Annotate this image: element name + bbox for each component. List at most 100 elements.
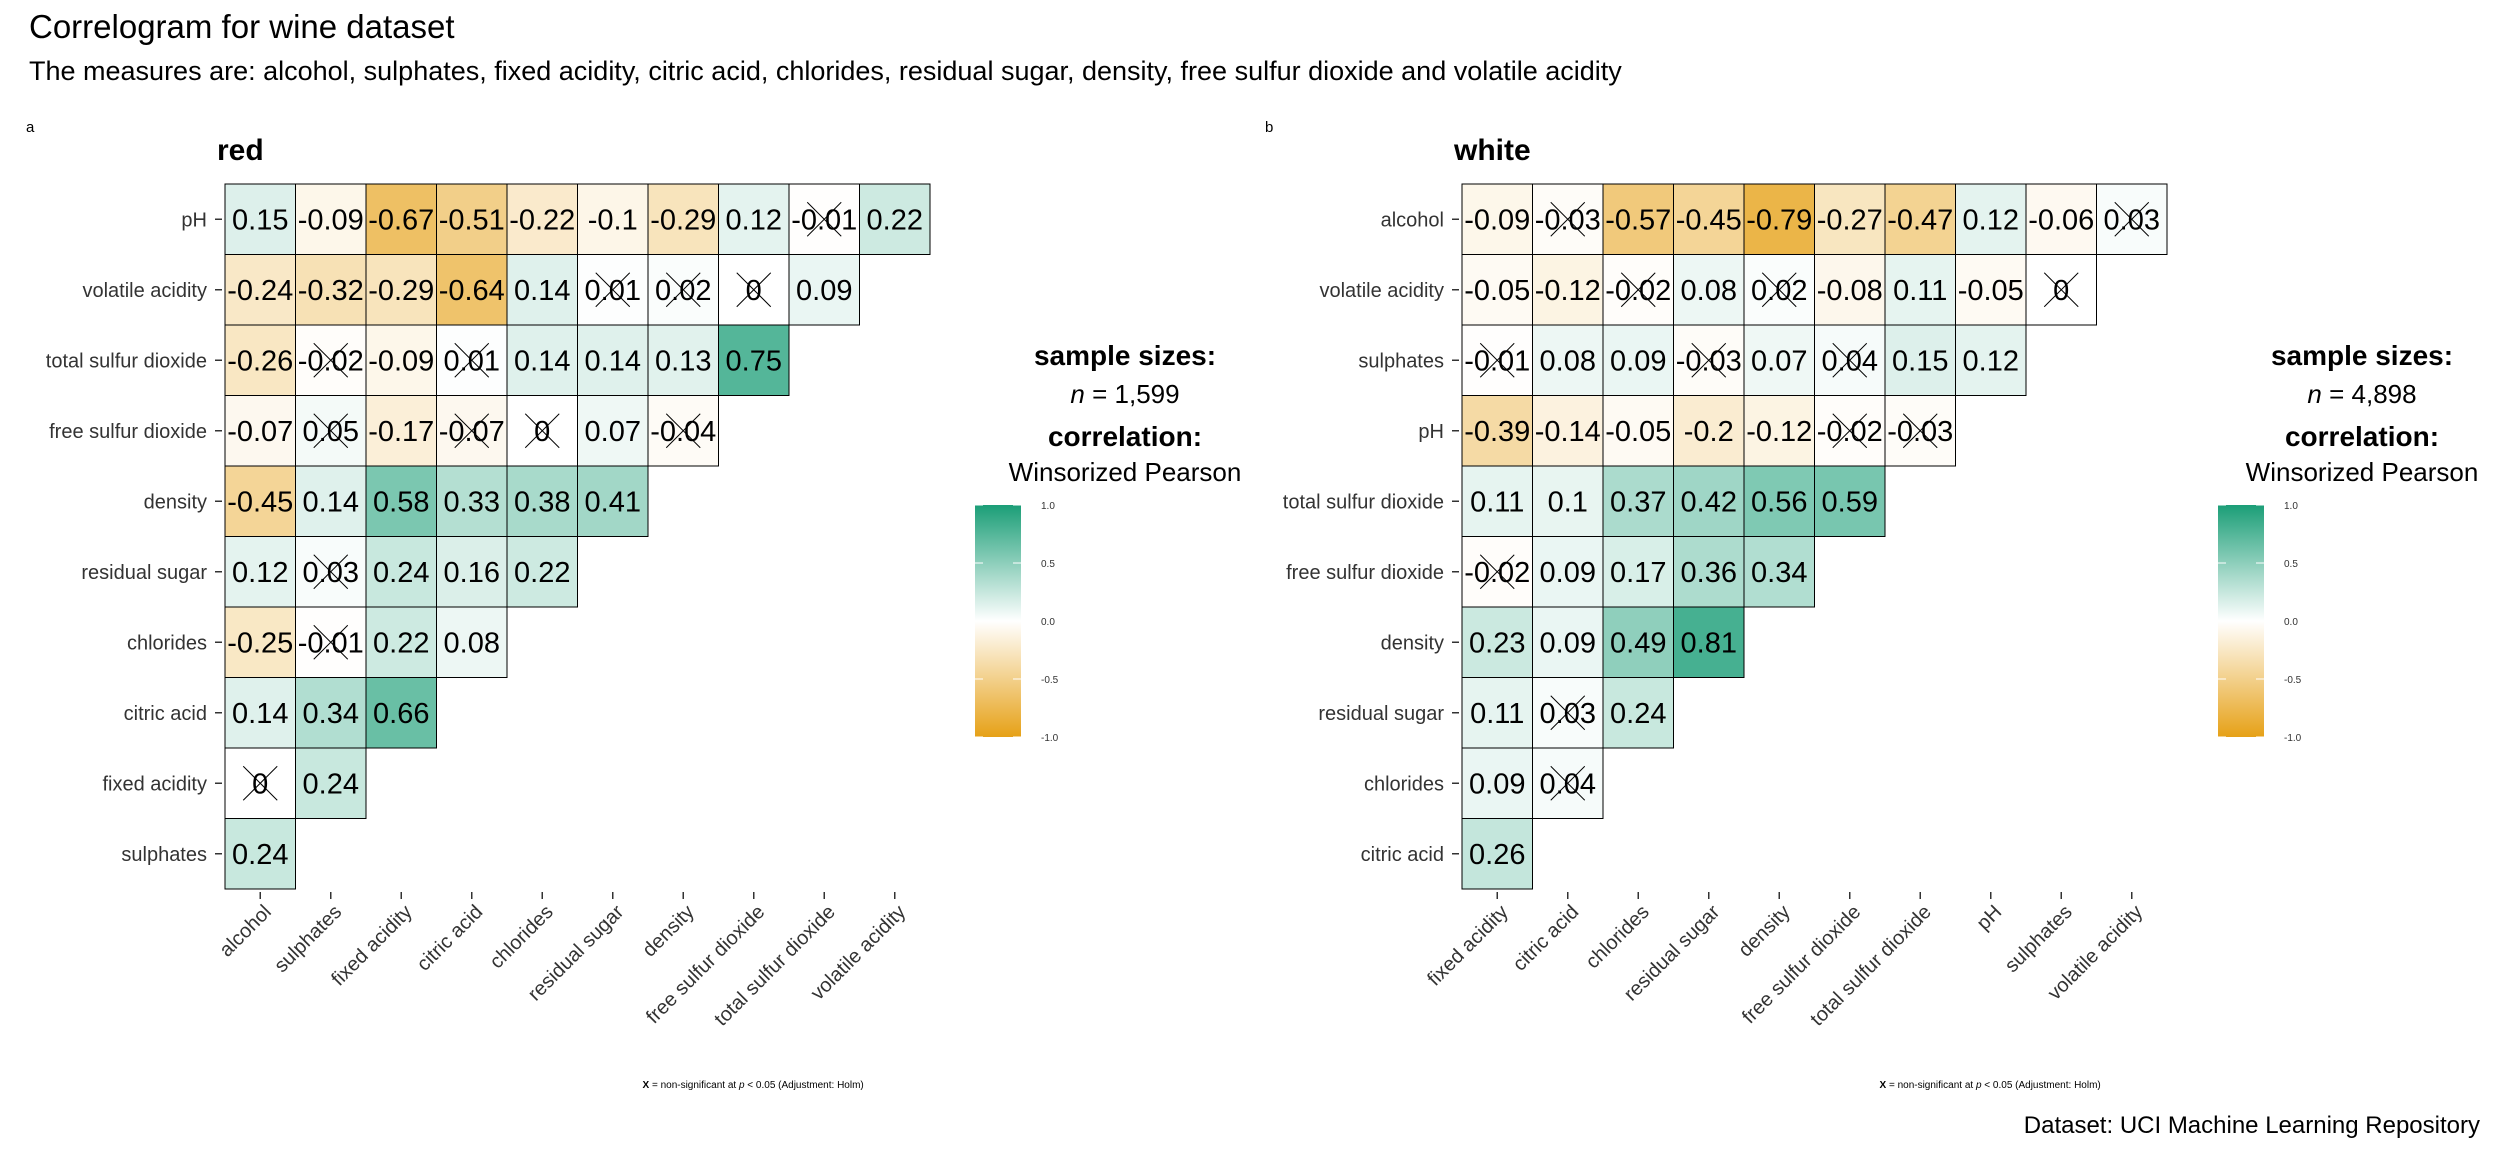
panel-b-cell [1602,606,1674,678]
panel-b-cell-value: 0.11 [1893,275,1947,307]
panel-b-cell-value: 0.03 [1540,698,1596,730]
panel-a-cell [365,536,437,608]
panel-a-cell-value: -0.07 [227,416,293,448]
panel-b-cell [1602,395,1674,467]
panel-b-cell-value: -0.57 [1605,204,1671,236]
panel-b-cell [1532,254,1604,326]
panel-a-cell [224,324,296,396]
panel-b-cell-value: -0.03 [1887,416,1953,448]
panel-a-cell-value: -0.26 [227,345,293,377]
panel-a-nonsig-cross [736,272,772,308]
panel-b-y-tick-label: sulphates [1358,350,1444,372]
panel-b-cell-value: 0.34 [1751,557,1807,589]
panel-b-cell-value: 0.49 [1610,627,1666,659]
panel-b-cell [1814,254,1886,326]
panel-b-cell [1955,183,2027,255]
panel-b-cell-value: 0.42 [1681,486,1737,518]
panel-a-cell [577,324,649,396]
panel-a-cell-value: 0.38 [514,486,570,518]
panel-b-cell-value: 0 [2053,275,2069,307]
panel-b-y-tick-label: residual sugar [1318,703,1444,725]
panel-a-y-tick-label: sulphates [121,844,207,866]
panel-b-cell [1461,818,1533,890]
panel-a-cell [436,465,508,537]
panel-a-footnote: X = non-significant at p < 0.05 (Adjustm… [643,1080,864,1091]
panel-a-cell [224,818,296,890]
panel-b-colorbar-tick-label: 0.0 [2284,617,2298,628]
panel-a-cell [295,254,367,326]
panel-a-cell [506,183,578,255]
panel-b-cell-value: 0.23 [1469,627,1525,659]
panel-b-cell-value: 0.11 [1470,486,1524,518]
panel-a-cell-value: -0.17 [368,416,434,448]
panel-b-x-tick-label: density [1734,901,1794,961]
figure-title: Correlogram for wine dataset [29,8,455,45]
panel-b-cell-value: 0.11 [1470,698,1524,730]
panel-b-cell [1884,254,1956,326]
panel-a-cell [365,254,437,326]
panel-a-cell-value: 0.08 [444,627,500,659]
panel-a-nonsig-cross [524,413,560,449]
panel-a-cell-value: 0 [252,768,268,800]
panel-b-cell-value: -0.02 [1464,557,1530,589]
panel-b-cell-value: 0.26 [1469,839,1525,871]
panel-b-cell [1743,536,1815,608]
panel-b-cell-value: -0.08 [1817,275,1883,307]
panel-a-cell [718,183,790,255]
panel-a-cell [295,747,367,819]
panel-b-x-tick-label: total sulfur dioxide [1806,901,1936,1031]
panel-b-cell [1743,395,1815,467]
panel-b-y-tick-label: citric acid [1361,844,1444,866]
panel-a-title: red [217,134,264,167]
panel-a-cell-value: 0.12 [726,204,782,236]
panel-a-colorbar-tick-label: 0.0 [1041,617,1055,628]
panel-b-nonsig-cross [2043,272,2079,308]
panel-a-cell-value: -0.32 [298,275,364,307]
panel-a-cell-value: -0.01 [298,627,364,659]
panel-b-cell [1602,677,1674,749]
panel-a-y-tick-label: citric acid [124,703,207,725]
panel-b-cell-value: 0.09 [1540,557,1596,589]
panel-a-x-tick-label: chlorides [486,901,558,973]
panel-b-cell [1884,324,1956,396]
panel-b-cell [1532,606,1604,678]
panel-a-cell-value: 0.22 [867,204,923,236]
panel-a-cell-value: 0.24 [373,557,429,589]
panel-a-y-tick-label: fixed acidity [103,773,208,795]
panel-b-cell-value: -0.05 [1464,275,1530,307]
panel-a-nonsig-cross [806,201,842,237]
panel-b-cell [1673,395,1745,467]
panel-b-title: white [1453,134,1531,167]
panel-b-cell [1673,606,1745,678]
panel-a-nonsig-cross [313,342,349,378]
panel-b-cell-value: 0.07 [1751,345,1807,377]
panel-a-cell [506,324,578,396]
panel-b-cell [1673,536,1745,608]
panel-a-cell-value: 0.22 [514,557,570,589]
panel-a-cell-value: 0.07 [585,416,641,448]
panel-b-y-tick-label: chlorides [1364,773,1444,795]
panel-a-nonsig-cross [595,272,631,308]
panel-b-x-tick-label: free sulfur dioxide [1738,901,1865,1028]
panel-b-cell [2025,183,2097,255]
panel-a-cell-value: -0.67 [368,204,434,236]
panel-b-cell-value: 0.04 [1822,345,1878,377]
panel-b-cell-value: 0.56 [1751,486,1807,518]
panel-b-cell [1673,183,1745,255]
panel-a-cell [224,747,296,819]
panel-a-cell [365,465,437,537]
panel-a-cell-value: 0 [534,416,550,448]
panel-a-legend-sample-size: n = 1,599 [1070,379,1179,409]
panel-a-cell-value: 0.16 [444,557,500,589]
panel-b-nonsig-cross [2114,201,2150,237]
panel-b-cell-value: -0.2 [1684,416,1734,448]
panel-b-y-tick-label: total sulfur dioxide [1283,491,1444,513]
panel-a-cell [224,254,296,326]
panel-a-cell-value: 0.24 [232,839,288,871]
panel-b-legend-corr-label: correlation: [2285,421,2439,452]
panel-a-legend-sample-label: sample sizes: [1034,340,1216,371]
panel-b-y-tick-label: density [1381,632,1444,654]
panel-b-nonsig-cross [1761,272,1797,308]
panel-a-x-tick-label: sulphates [270,901,346,977]
